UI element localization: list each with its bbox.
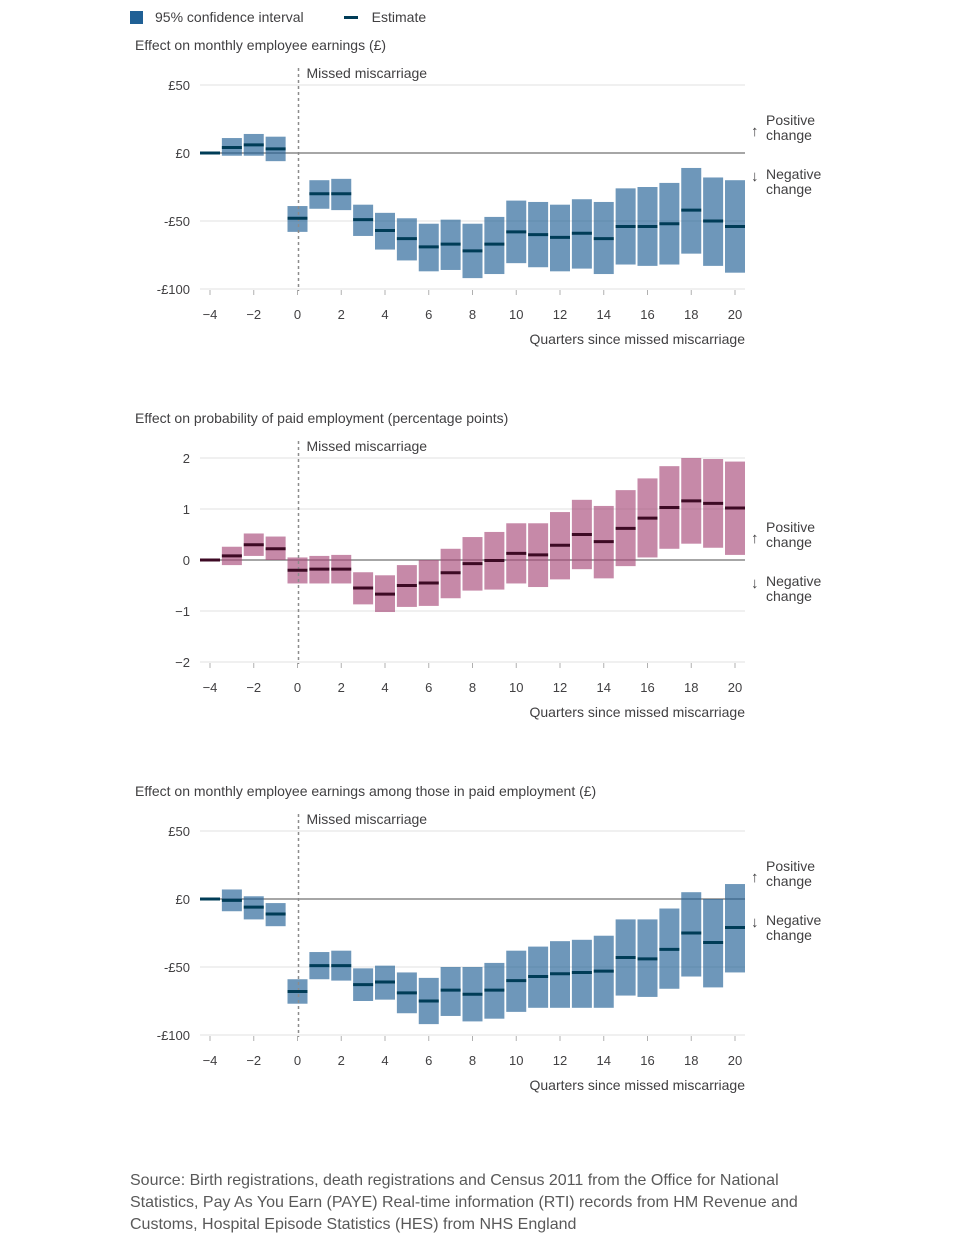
x-tick-label: 4 [381,680,388,695]
event-marker-label: Missed miscarriage [307,65,428,81]
chart-title: Effect on probability of paid employment… [135,410,508,426]
arrow-up-icon: ↑ [751,123,759,140]
x-tick-label: 10 [509,680,523,695]
arrow-down-icon: ↓ [751,914,759,931]
x-tick-label: 16 [640,307,654,322]
x-tick-label: 6 [425,307,432,322]
x-tick-label: 14 [597,680,611,695]
x-tick-label: 0 [294,1053,301,1068]
y-tick-label: 1 [183,502,190,517]
x-tick-label: 0 [294,307,301,322]
chart-title: Effect on monthly employee earnings (£) [135,37,386,53]
y-tick-label: £0 [176,146,190,161]
positive-change-label: Positive change [766,112,815,143]
x-tick-label: 18 [684,680,698,695]
x-tick-label: 6 [425,1053,432,1068]
chart-earnings-among-employed: Effect on monthly employee earnings amon… [0,776,960,1126]
y-tick-label: −2 [175,655,190,670]
x-tick-label: 18 [684,1053,698,1068]
negative-change-label: Negative change [766,912,821,943]
arrow-down-icon: ↓ [751,168,759,185]
x-tick-label: 4 [381,307,388,322]
x-tick-label: 8 [469,680,476,695]
x-tick-label: 8 [469,307,476,322]
x-tick-label: 20 [728,1053,742,1068]
negative-change-label: Negative change [766,166,821,197]
event-marker-label: Missed miscarriage [307,438,428,454]
negative-change-label: Negative change [766,573,821,604]
x-tick-label: −4 [203,307,218,322]
event-marker-label: Missed miscarriage [307,811,428,827]
arrow-up-icon: ↑ [751,869,759,886]
x-axis-label: Quarters since missed miscarriage [529,331,745,347]
y-tick-label: -£100 [157,1028,190,1043]
chart-title: Effect on monthly employee earnings amon… [135,783,596,799]
legend-estimate-label: Estimate [371,9,427,25]
x-tick-label: 14 [597,1053,611,1068]
x-tick-label: −2 [246,1053,261,1068]
x-tick-label: 20 [728,307,742,322]
confidence-interval-swatch [130,10,143,24]
legend-ci-label: 95% confidence interval [155,9,304,25]
source-note: Source: Birth registrations, death regis… [130,1172,798,1233]
x-tick-label: 4 [381,1053,388,1068]
legend: 95% confidence interval Estimate [130,6,466,28]
x-tick-label: −4 [203,1053,218,1068]
arrow-down-icon: ↓ [751,575,759,592]
chart-svg: Effect on probability of paid employment… [135,410,821,720]
x-tick-label: 10 [509,307,523,322]
chart-monthly-earnings: Effect on monthly employee earnings (£) £… [0,30,960,380]
y-tick-label: 0 [183,553,190,568]
x-tick-label: 18 [684,307,698,322]
estimate-swatch [343,15,358,19]
y-tick-label: £50 [168,78,190,93]
y-tick-label: -£50 [164,214,190,229]
y-tick-label: £50 [168,824,190,839]
x-tick-label: 10 [509,1053,523,1068]
x-tick-label: 12 [553,1053,567,1068]
x-axis-label: Quarters since missed miscarriage [529,1077,745,1093]
x-tick-label: 6 [425,680,432,695]
arrow-up-icon: ↑ [751,530,759,547]
x-tick-label: 2 [338,680,345,695]
x-tick-label: 16 [640,1053,654,1068]
y-tick-label: -£50 [164,960,190,975]
x-tick-label: 2 [338,307,345,322]
x-tick-label: 12 [553,680,567,695]
y-tick-label: 2 [183,451,190,466]
x-tick-label: 14 [597,307,611,322]
chart-svg: Effect on monthly employee earnings (£) £… [135,37,821,347]
x-tick-label: −2 [246,307,261,322]
chart-paid-employment-probability: Effect on probability of paid employment… [0,403,960,753]
x-tick-label: −2 [246,680,261,695]
x-tick-label: 20 [728,680,742,695]
x-tick-label: 8 [469,1053,476,1068]
positive-change-label: Positive change [766,519,815,550]
x-tick-label: 2 [338,1053,345,1068]
positive-change-label: Positive change [766,858,815,889]
x-tick-label: 0 [294,680,301,695]
chart-svg: Effect on monthly employee earnings amon… [135,783,821,1093]
legend-item-confidence-interval: 95% confidence interval [130,9,304,25]
y-tick-label: −1 [175,604,190,619]
y-tick-label: -£100 [157,282,190,297]
x-tick-label: 12 [553,307,567,322]
x-tick-label: −4 [203,680,218,695]
y-tick-label: £0 [176,892,190,907]
x-tick-label: 16 [640,680,654,695]
x-axis-label: Quarters since missed miscarriage [529,704,745,720]
legend-item-estimate: Estimate [343,9,427,25]
